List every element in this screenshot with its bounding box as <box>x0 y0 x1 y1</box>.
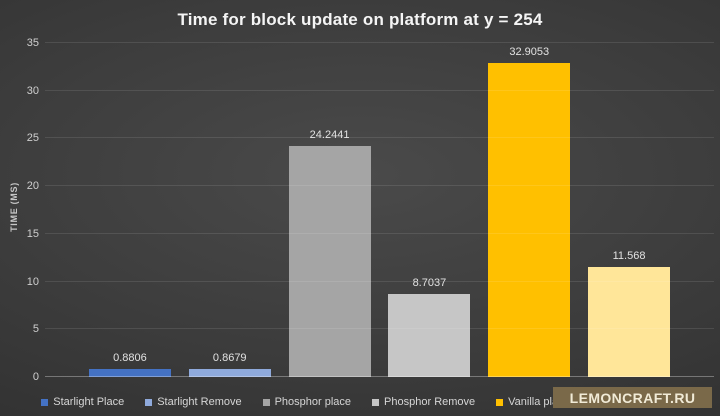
legend-label-phosphor-remove: Phosphor Remove <box>384 396 476 408</box>
y-tick-label-5: 5 <box>32 323 39 336</box>
bar-phosphor-place <box>288 145 371 377</box>
gridline-y-15 <box>45 232 714 234</box>
legend-item-phosphor-remove: Phosphor Remove <box>372 396 475 408</box>
legend-label-starlight-remove: Starlight Remove <box>157 396 242 408</box>
gridline-y-10 <box>45 280 714 282</box>
bars-container: 0.8806 0.8679 24.2441 8.7037 32.9053 11.568 <box>80 43 679 377</box>
gridline-y-0 <box>45 376 714 377</box>
y-tick-label-10: 10 <box>26 275 39 288</box>
bar-value-label-phosphor-remove: 8.7037 <box>412 276 447 289</box>
bar-slot-starlight-remove: 0.8679 <box>188 43 271 377</box>
bar-slot-phosphor-place: 24.2441 <box>288 43 371 377</box>
gridline-y-25 <box>45 137 714 139</box>
bar-vanilla-place <box>488 63 571 377</box>
bar-slot-series-6: 11.568 <box>588 43 671 377</box>
legend-swatch-starlight-place <box>41 398 49 406</box>
y-tick-label-15: 15 <box>26 227 39 240</box>
legend-label-phosphor-place: Phosphor place <box>274 396 352 408</box>
bar-starlight-remove <box>188 368 271 377</box>
bar-value-label-starlight-place: 0.8806 <box>113 351 147 364</box>
legend-item-phosphor-place: Phosphor place <box>262 396 352 408</box>
bar-value-label-vanilla-place: 32.9053 <box>509 46 550 58</box>
bar-starlight-place <box>88 368 171 377</box>
bar-slot-phosphor-remove: 8.7037 <box>388 43 471 377</box>
legend-swatch-vanilla-place <box>496 398 504 406</box>
bar-value-label-starlight-remove: 0.8679 <box>212 351 247 364</box>
legend-swatch-phosphor-remove <box>372 398 380 406</box>
legend-swatch-starlight-remove <box>145 398 153 406</box>
watermark-lemoncraft: LEMONCRAFT.RU <box>553 387 712 408</box>
bar-slot-vanilla-place: 32.9053 <box>488 43 571 377</box>
y-tick-label-25: 25 <box>26 132 39 145</box>
y-tick-label-35: 35 <box>26 37 39 49</box>
chart-title: Time for block update on platform at y =… <box>177 10 543 29</box>
gridline-y-30 <box>45 89 714 91</box>
gridline-y-35 <box>45 42 714 43</box>
legend-swatch-phosphor-place <box>262 398 270 406</box>
legend-label-starlight-place: Starlight Place <box>53 396 125 408</box>
legend-item-starlight-remove: Starlight Remove <box>145 396 242 408</box>
y-tick-label-0: 0 <box>32 371 39 383</box>
bar-value-label-phosphor-place: 24.2441 <box>309 128 350 141</box>
y-tick-label-20: 20 <box>26 180 39 193</box>
bar-slot-starlight-place: 0.8806 <box>88 43 171 377</box>
y-tick-label-30: 30 <box>26 84 39 97</box>
plot-area: 0.8806 0.8679 24.2441 8.7037 32.9053 11.568 0… <box>27 37 714 383</box>
watermark-text: LEMONCRAFT.RU <box>569 389 696 406</box>
bar-phosphor-remove <box>388 293 471 377</box>
gridline-y-20 <box>45 185 714 187</box>
gridline-y-5 <box>45 328 714 330</box>
legend-item-starlight-place: Starlight Place <box>41 396 124 408</box>
bar-value-label-series-6: 11.568 <box>612 249 646 262</box>
bar-series-6 <box>588 266 671 377</box>
